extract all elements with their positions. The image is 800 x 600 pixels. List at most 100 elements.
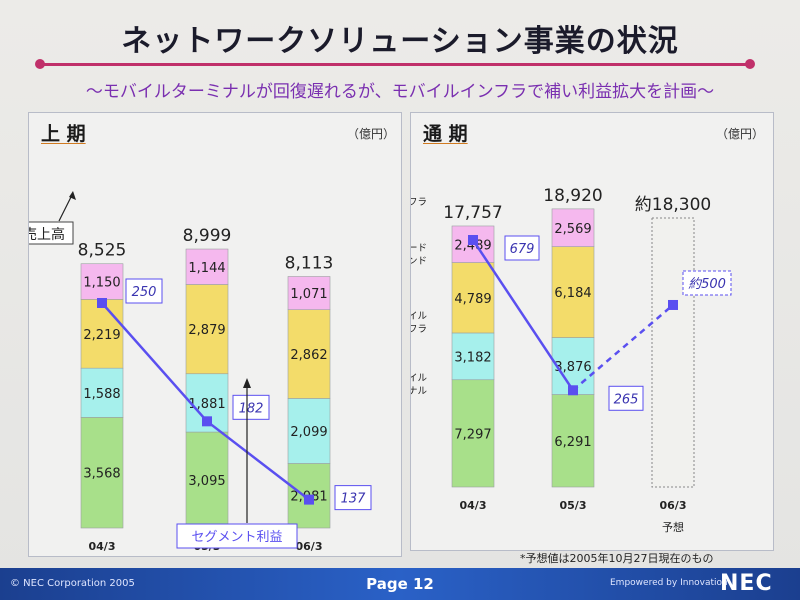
bar-segment [80, 299, 124, 369]
bar-total-label: 17,757 [443, 203, 502, 223]
profit-point [97, 298, 107, 308]
profit-label-box [682, 270, 732, 296]
bar-total-label: 8,525 [78, 241, 127, 261]
profit-point [468, 235, 478, 245]
bar-segment [185, 431, 229, 529]
bar-value-label: 1,144 [188, 261, 225, 276]
footer-copyright: © NEC Corporation 2005 [10, 578, 135, 589]
profit-value-label: 250 [132, 285, 157, 300]
sales-callout-label: 売上高 [29, 226, 65, 243]
category-tick-label: 04/3 [460, 499, 487, 512]
bar-segment [80, 367, 124, 418]
profit-label-box [334, 485, 372, 511]
unit-label-full-year: （億円） [716, 127, 765, 141]
bar-segment [80, 417, 124, 529]
chart-full-year: 7,297 3,182 4,789 2,489 17,757 04/3 6,291 3,876… [411, 186, 732, 534]
panel-full-year: 通 期 （億円） 7,297 3,182 4,789 2,489 17,757 04/3 6… [410, 112, 774, 551]
bar-segment [551, 394, 595, 488]
profit-line [206, 420, 310, 501]
profit-label-box [504, 235, 540, 261]
bar-segment [287, 309, 331, 399]
profit-label-box [125, 278, 163, 304]
bar-value-label: 2,489 [454, 238, 491, 253]
profit-point [668, 299, 678, 310]
title-rule [40, 63, 750, 66]
chart-first-half: 3,568 1,588 2,219 1,150 8,525 04/3 3,095 1,881 2… [29, 191, 372, 553]
bar-value-label: 3,876 [554, 360, 591, 375]
series-label: 社会インフラ [411, 196, 427, 208]
series-label: ターミナル [411, 386, 427, 397]
forecast-note-label: 予想 [662, 520, 684, 534]
profit-value-label: 137 [341, 492, 367, 507]
profit-label-box [232, 394, 270, 420]
bar-value-label: 2,862 [290, 348, 327, 363]
footer-tagline: Empowered by Innovation [610, 578, 728, 588]
bar-value-label: 3,095 [188, 474, 225, 489]
slide-title: ネットワークソリューション事業の状況 [121, 24, 679, 59]
panel-first-half: 上 期 （億円） 3,568 1,588 2,219 1,150 8,525 04/3 3,… [28, 112, 402, 557]
series-label: モバイル [411, 373, 427, 384]
bar-value-label: 2,879 [188, 323, 225, 338]
bar-value-label: 2,099 [290, 425, 327, 440]
profit-callout-box [176, 523, 298, 549]
bar-value-label: 1,881 [188, 397, 225, 412]
category-tick-label: 06/3 [660, 499, 687, 512]
panel-title-first-half: 上 期 [41, 123, 86, 145]
bar-segment [287, 276, 331, 310]
bar-segment [551, 246, 595, 338]
bar-value-label: 7,297 [454, 427, 491, 442]
bar-value-label: 6,291 [554, 435, 591, 450]
bar-value-label: 1,071 [290, 287, 327, 302]
profit-callout-arrowhead [243, 378, 251, 388]
bar-segment [451, 262, 495, 334]
sales-callout-box [29, 221, 74, 245]
bar-value-label: 1,150 [83, 276, 120, 291]
profit-point [568, 385, 578, 396]
bar-segment [551, 337, 595, 395]
profit-callout-label: セグメント利益 [191, 530, 282, 545]
bar-segment [287, 398, 331, 464]
unit-label-first-half: （億円） [347, 127, 396, 141]
bar-total-label: 8,999 [183, 226, 232, 246]
bar-segment [451, 379, 495, 488]
profit-point [202, 416, 212, 427]
bar-total-label: 8,113 [285, 253, 334, 273]
footer-bar: © NEC Corporation 2005 Page 12 Empowered… [0, 568, 800, 600]
bar-value-label: 6,184 [554, 286, 591, 301]
profit-value-label: 約500 [688, 277, 726, 292]
profit-point [304, 494, 314, 505]
profit-line [101, 302, 208, 423]
bar-value-label: 3,568 [83, 467, 120, 482]
sales-callout-arrowhead [69, 191, 76, 200]
bar-segment [185, 248, 229, 285]
bar-segment [551, 208, 595, 247]
bar-value-label: 2,219 [83, 328, 120, 343]
series-label: バンド [411, 256, 427, 267]
bar-value-label: 4,789 [454, 292, 491, 307]
bar-segment [451, 332, 495, 381]
panel-title-full-year: 通 期 [423, 123, 468, 145]
profit-value-label: 182 [239, 401, 264, 416]
profit-value-label: 265 [614, 392, 639, 407]
series-label: インフラ [411, 324, 427, 335]
bar-segment [451, 225, 495, 263]
profit-value-label: 679 [510, 242, 535, 257]
category-tick-label: 06/3 [296, 540, 323, 553]
bar-value-label: 1,588 [83, 387, 120, 402]
slide-subtitle: 〜モバイルターミナルが回復遅れるが、モバイルインフラで補い利益拡大を計画〜 [85, 82, 715, 102]
bar-segment [80, 263, 124, 300]
nec-logo: NEC [720, 571, 773, 596]
title-rule-right-dot [745, 59, 755, 69]
forecast-bar [651, 217, 695, 488]
profit-label-box [608, 385, 644, 411]
category-tick-label: 05/3 [560, 499, 587, 512]
bar-total-label: 約18,300 [635, 195, 711, 215]
profit-line [471, 239, 575, 391]
series-label: モバイル [411, 311, 427, 322]
category-tick-label: 04/3 [89, 540, 116, 553]
bar-value-label: 2,569 [554, 222, 591, 237]
footer-page-number: Page 12 [366, 575, 434, 593]
series-label: ブロード [411, 242, 427, 254]
bar-total-label: 18,920 [543, 186, 602, 206]
